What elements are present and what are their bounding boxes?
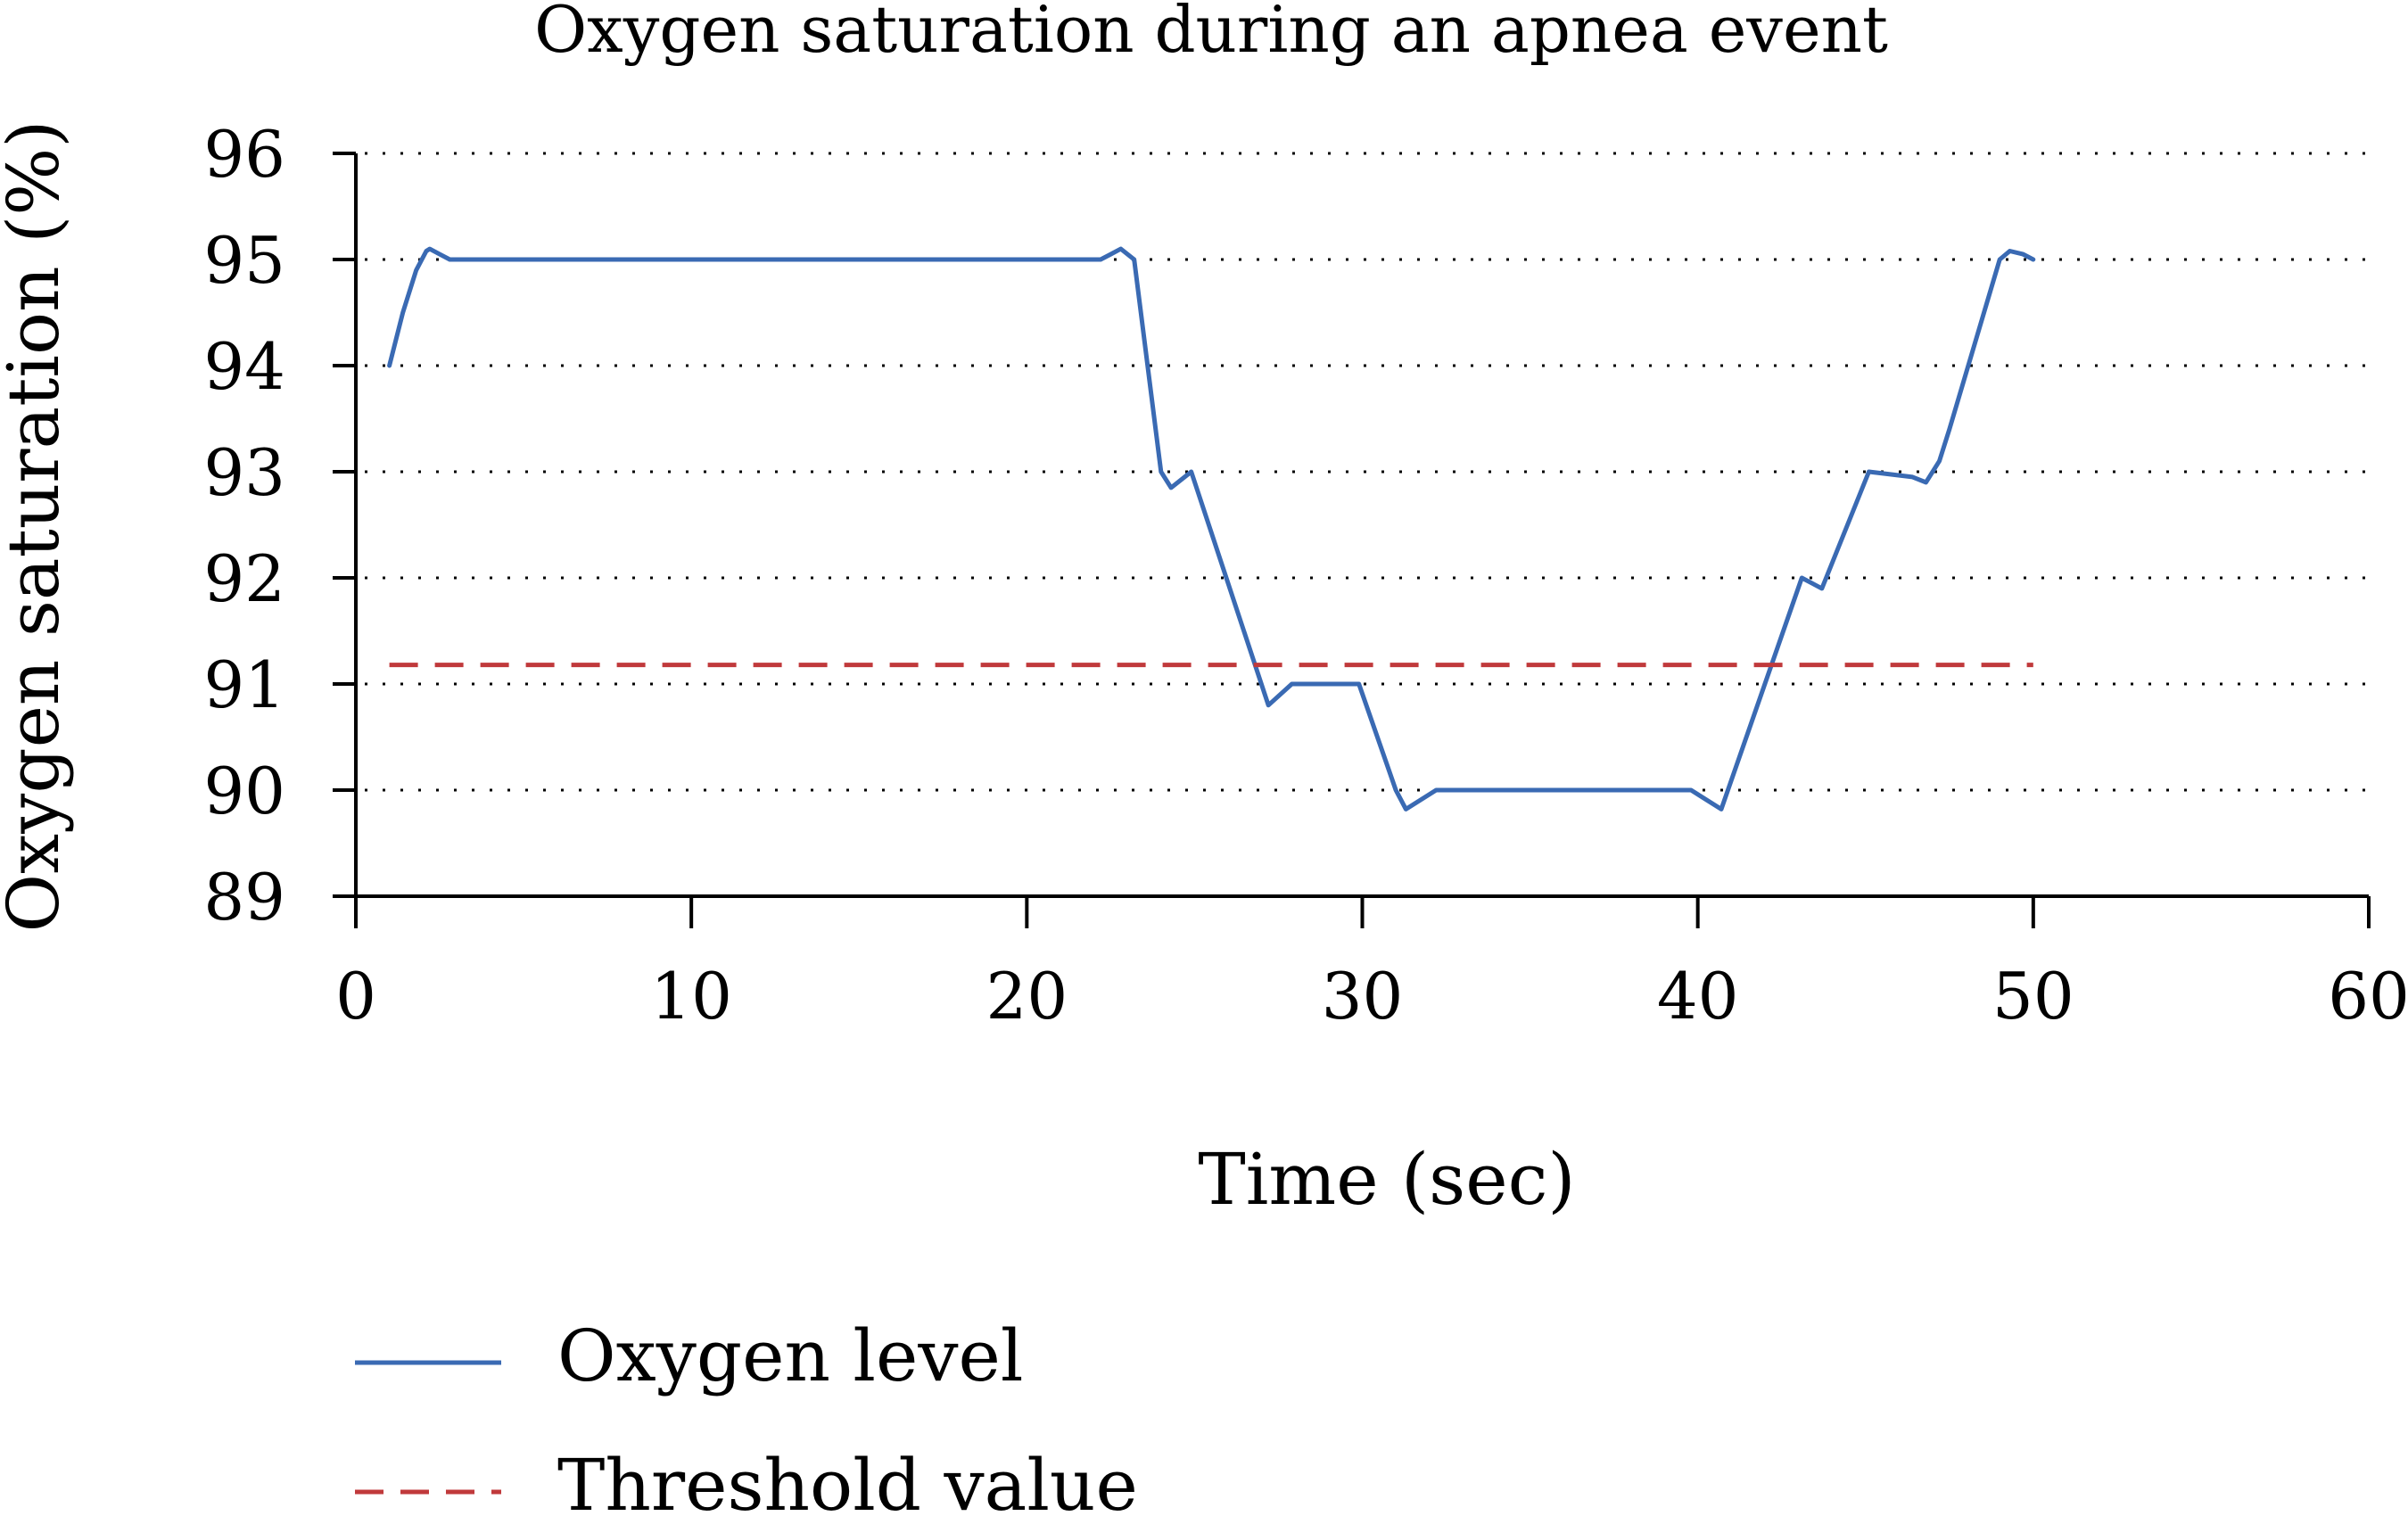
x-tick-label-50: 50 (1992, 959, 2074, 1034)
y-tick-label-95: 95 (203, 223, 285, 298)
y-tick-label-90: 90 (203, 754, 285, 828)
x-tick-label-20: 20 (986, 959, 1068, 1034)
legend: Oxygen level Threshold value (355, 1314, 1138, 1516)
x-ticks: 0 10 20 30 40 50 60 (335, 896, 2408, 1034)
y-ticks: 89 90 91 92 93 94 95 96 (203, 117, 356, 935)
legend-label-oxygen-level: Oxygen level (557, 1314, 1023, 1397)
series-group (387, 246, 2036, 812)
y-axis-label: Oxygen saturation (%) (0, 119, 75, 932)
x-tick-label-0: 0 (335, 959, 376, 1034)
x-tick-label-40: 40 (1657, 959, 1739, 1034)
x-axis-label: Time (sec) (1198, 1138, 1575, 1221)
x-tick-label-10: 10 (650, 959, 732, 1034)
y-tick-label-94: 94 (203, 329, 285, 404)
series-line-oxygen-level (387, 246, 2036, 812)
x-tick-label-30: 30 (1322, 959, 1404, 1034)
y-tick-label-92: 92 (203, 541, 285, 616)
y-tick-label-89: 89 (203, 860, 285, 935)
y-tick-label-96: 96 (203, 117, 285, 192)
y-tick-label-93: 93 (203, 435, 285, 510)
chart-title: Oxygen saturation during an apnea event (534, 0, 1888, 67)
y-tick-label-91: 91 (203, 647, 285, 722)
x-tick-label-60: 60 (2328, 959, 2408, 1034)
grid-lines (365, 152, 2369, 792)
legend-label-threshold: Threshold value (557, 1444, 1138, 1516)
